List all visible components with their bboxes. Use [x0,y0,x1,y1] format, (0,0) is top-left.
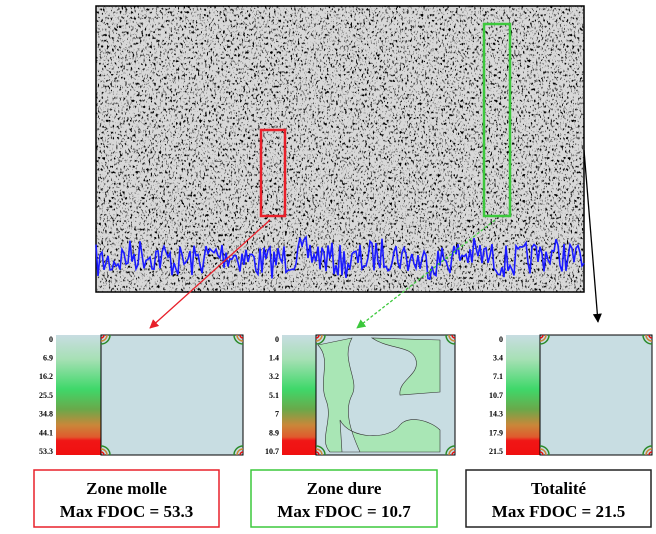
scale-label: 7 [275,410,279,419]
arrow [356,219,496,329]
caption-title: Totalité [531,479,587,498]
colorbar [56,335,101,455]
scale-label: 10.7 [265,447,279,456]
corner-contour [239,451,244,456]
corner-contour [315,445,326,456]
caption-value: Max FDOC = 10.7 [277,502,411,521]
scale-label: 3.2 [269,372,279,381]
corner-contour [233,334,244,345]
scale-label: 1.4 [269,354,279,363]
corner-contour [233,445,244,456]
corner-contour [100,451,105,456]
corner-contour [539,334,544,339]
hard-zone-box [482,22,512,218]
corner-contour [539,445,550,456]
scale-label: 5.1 [269,391,279,400]
corner-contour [648,451,653,456]
corner-contour [448,448,456,456]
arrow [583,149,602,323]
corner-contour [539,334,550,345]
scale-label: 53.3 [39,447,53,456]
contour-region [317,337,441,453]
caption-box [465,469,652,528]
colorbar [506,335,540,455]
scale-label: 14.3 [489,410,503,419]
corner-contour [315,334,320,339]
corner-contour [100,448,108,456]
scale-label: 44.1 [39,428,53,437]
caption-box [33,469,220,528]
corner-contour [315,448,323,456]
corner-contour [645,448,653,456]
scale-label: 8.9 [269,428,279,437]
corner-contour [100,334,108,342]
corner-contour [445,334,456,345]
corner-contour [236,448,244,456]
signal-line [95,235,585,280]
corner-contour [451,451,456,456]
corner-contour [239,334,244,339]
caption-title: Zone dure [307,479,382,498]
scale-label: 10.7 [489,391,503,400]
corner-contour [648,334,653,339]
corner-contour [539,451,544,456]
corner-contour [445,445,456,456]
caption-value: Max FDOC = 21.5 [492,502,625,521]
caption-title: Zone molle [86,479,167,498]
corner-contour [315,334,326,345]
corner-contour [236,334,244,342]
scale-label: 25.5 [39,391,53,400]
scale-label: 6.9 [43,354,53,363]
scale-label: 0 [499,335,503,344]
corner-contour [315,334,323,342]
scale-label: 34.8 [39,410,53,419]
corner-contour [451,334,456,339]
soft-zone-box [259,128,287,218]
corner-contour [539,334,547,342]
scale-label: 21.5 [489,447,503,456]
caption-box [250,469,438,528]
colorbar [282,335,316,455]
scale-label: 7.1 [493,372,503,381]
corner-contour [100,445,111,456]
scale-label: 0 [49,335,53,344]
plot-area [539,334,653,456]
scale-label: 3.4 [493,354,503,363]
scale-label: 16.2 [39,372,53,381]
scale-label: 0 [275,335,279,344]
corner-contour [539,448,547,456]
corner-contour [642,445,653,456]
corner-contour [100,334,105,339]
corner-contour [315,451,320,456]
corner-contour [645,334,653,342]
arrow [149,219,271,329]
corner-contour [642,334,653,345]
corner-contour [100,334,111,345]
corner-contour [448,334,456,342]
granite-image [95,5,585,293]
scale-label: 17.9 [489,428,503,437]
plot-area [100,334,244,456]
caption-value: Max FDOC = 53.3 [60,502,193,521]
